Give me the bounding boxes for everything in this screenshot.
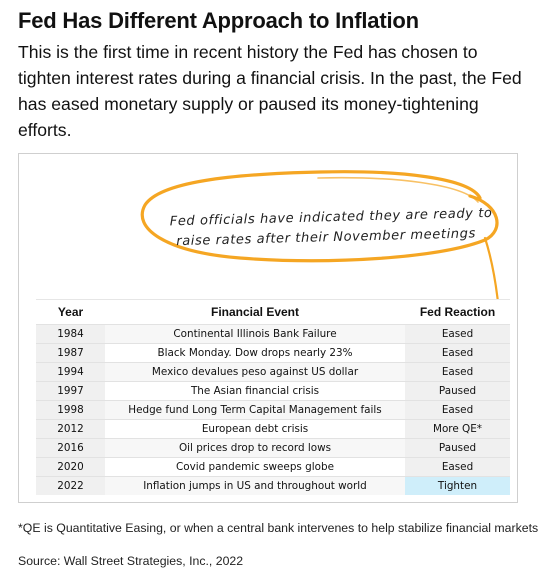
- cell-year: 1997: [36, 381, 105, 401]
- table-row: 1994 Mexico devalues peso against US dol…: [36, 362, 510, 382]
- cell-reaction: Eased: [405, 343, 510, 363]
- cell-year: 1984: [36, 324, 105, 344]
- table-row: 1987 Black Monday. Dow drops nearly 23% …: [36, 343, 510, 363]
- table-row: 2022 Inflation jumps in US and throughou…: [36, 476, 510, 495]
- table-header-row: Year Financial Event Fed Reaction: [36, 299, 510, 325]
- cell-event: Black Monday. Dow drops nearly 23%: [105, 343, 405, 363]
- table-row: 2012 European debt crisis More QE*: [36, 419, 510, 439]
- cell-reaction: More QE*: [405, 419, 510, 439]
- cell-event: The Asian financial crisis: [105, 381, 405, 401]
- table-row: 1998 Hedge fund Long Term Capital Manage…: [36, 400, 510, 420]
- source-note: Source: Wall Street Strategies, Inc., 20…: [18, 554, 244, 568]
- cell-reaction: Eased: [405, 457, 510, 477]
- table-row: 2016 Oil prices drop to record lows Paus…: [36, 438, 510, 458]
- cell-reaction: Eased: [405, 400, 510, 420]
- cell-event: Covid pandemic sweeps globe: [105, 457, 405, 477]
- cell-event: Hedge fund Long Term Capital Management …: [105, 400, 405, 420]
- header-event: Financial Event: [105, 299, 405, 325]
- page-title: Fed Has Different Approach to Inflation: [18, 8, 419, 33]
- cell-reaction-highlighted: Tighten: [405, 476, 510, 495]
- cell-event: Continental Illinois Bank Failure: [105, 324, 405, 344]
- cell-reaction: Paused: [405, 381, 510, 401]
- fed-history-table: Year Financial Event Fed Reaction 1984 C…: [36, 299, 510, 495]
- cell-year: 1998: [36, 400, 105, 420]
- cell-year: 2012: [36, 419, 105, 439]
- cell-reaction: Paused: [405, 438, 510, 458]
- cell-event: Mexico devalues peso against US dollar: [105, 362, 405, 382]
- cell-event: Oil prices drop to record lows: [105, 438, 405, 458]
- cell-event: Inflation jumps in US and throughout wor…: [105, 476, 405, 495]
- cell-year: 1987: [36, 343, 105, 363]
- cell-year: 1994: [36, 362, 105, 382]
- footnote: *QE is Quantitative Easing, or when a ce…: [18, 521, 539, 535]
- cell-year: 2022: [36, 476, 105, 495]
- cell-year: 2020: [36, 457, 105, 477]
- table-row: 1997 The Asian financial crisis Paused: [36, 381, 510, 401]
- page-subtitle: This is the first time in recent history…: [18, 42, 522, 140]
- table-row: 2020 Covid pandemic sweeps globe Eased: [36, 457, 510, 477]
- cell-year: 2016: [36, 438, 105, 458]
- header-reaction: Fed Reaction: [405, 299, 510, 325]
- cell-reaction: Eased: [405, 362, 510, 382]
- cell-reaction: Eased: [405, 324, 510, 344]
- cell-event: European debt crisis: [105, 419, 405, 439]
- table-row: 1984 Continental Illinois Bank Failure E…: [36, 324, 510, 344]
- header-year: Year: [36, 299, 105, 325]
